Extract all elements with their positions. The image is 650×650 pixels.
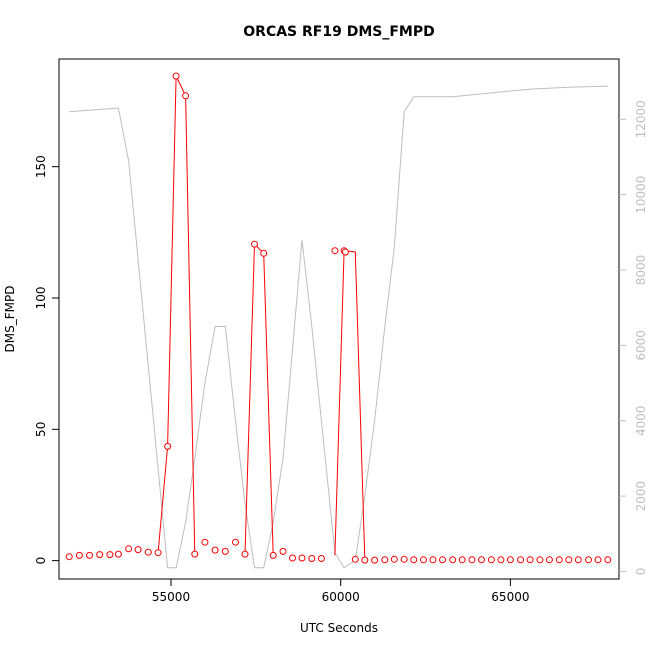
series-line-left-segment	[157, 75, 196, 555]
data-point	[429, 556, 437, 564]
data-point	[410, 556, 418, 564]
data-point	[439, 556, 446, 564]
data-point	[96, 551, 104, 559]
data-point	[221, 547, 229, 555]
data-point	[604, 556, 612, 564]
data-point	[478, 556, 485, 564]
data-point	[201, 538, 209, 546]
data-point	[114, 550, 122, 558]
data-point	[106, 551, 114, 559]
y2-tick-label: 2000	[634, 481, 648, 512]
data-point	[361, 556, 369, 564]
data-point	[536, 556, 544, 564]
right-axis-series	[69, 85, 608, 569]
data-point	[260, 249, 268, 257]
y2-tick-label: 6000	[634, 330, 648, 361]
data-point	[134, 546, 142, 554]
data-point	[400, 555, 408, 563]
data-point	[458, 556, 466, 564]
data-point	[308, 555, 316, 562]
series-line-right	[69, 85, 608, 569]
data-point	[232, 538, 239, 546]
data-point	[371, 556, 379, 564]
data-point	[555, 556, 563, 564]
data-point	[331, 247, 339, 255]
data-point	[75, 551, 83, 559]
data-point	[289, 554, 296, 562]
data-point	[172, 72, 180, 80]
data-point	[317, 555, 325, 562]
data-point	[86, 551, 93, 559]
data-point	[191, 550, 199, 558]
x-tick-label: 55000	[152, 590, 190, 604]
data-point	[420, 556, 427, 564]
data-point	[526, 556, 534, 564]
data-point	[125, 545, 133, 553]
data-point	[449, 556, 457, 564]
series-line-left-segment	[334, 250, 366, 560]
data-point	[144, 548, 152, 556]
plot-frame	[58, 58, 620, 580]
y2-tick-label: 4000	[634, 405, 648, 436]
y-axis-label: DMS_FMPD	[3, 286, 17, 353]
data-point	[506, 556, 514, 564]
data-point	[341, 248, 349, 256]
x-axis-label: UTC Seconds	[300, 621, 378, 635]
data-point	[182, 92, 190, 100]
data-point	[468, 556, 476, 564]
y-tick-label: 0	[34, 557, 48, 565]
y-tick-label: 150	[34, 155, 48, 178]
y2-tick-label: 10000	[634, 176, 648, 214]
y2-tick-label: 12000	[634, 100, 648, 138]
chart-title: ORCAS RF19 DMS_FMPD	[243, 24, 434, 40]
left-axis-series	[65, 72, 612, 564]
series-line-left-segment	[244, 243, 274, 556]
data-point	[211, 546, 219, 554]
data-point	[594, 556, 602, 564]
data-point	[517, 556, 525, 564]
data-point	[241, 550, 249, 558]
data-point	[154, 549, 162, 557]
data-point	[381, 556, 389, 564]
data-point	[497, 556, 505, 564]
data-point	[65, 553, 73, 561]
data-point	[565, 556, 573, 564]
y2-tick-label: 0	[634, 568, 648, 576]
data-point	[487, 556, 495, 564]
data-point	[164, 442, 172, 450]
data-point	[279, 547, 287, 555]
y-axis-right: 0 2000 4000 6000 8000 10000 12000	[619, 100, 648, 575]
data-point	[545, 556, 553, 564]
data-point	[390, 555, 398, 563]
data-point	[351, 555, 359, 563]
data-point	[585, 556, 592, 564]
x-tick-label: 65000	[491, 590, 529, 604]
x-axis: 55000 60000 65000	[152, 579, 529, 604]
data-point	[251, 240, 258, 248]
y-tick-label: 50	[34, 422, 48, 437]
data-point	[269, 551, 277, 559]
y-tick-label: 100	[34, 287, 48, 310]
y2-tick-label: 8000	[634, 255, 648, 286]
x-tick-label: 60000	[322, 590, 360, 604]
data-point	[574, 556, 582, 564]
data-point	[298, 554, 306, 562]
y-axis-left: 0 50 100 150	[34, 155, 59, 564]
